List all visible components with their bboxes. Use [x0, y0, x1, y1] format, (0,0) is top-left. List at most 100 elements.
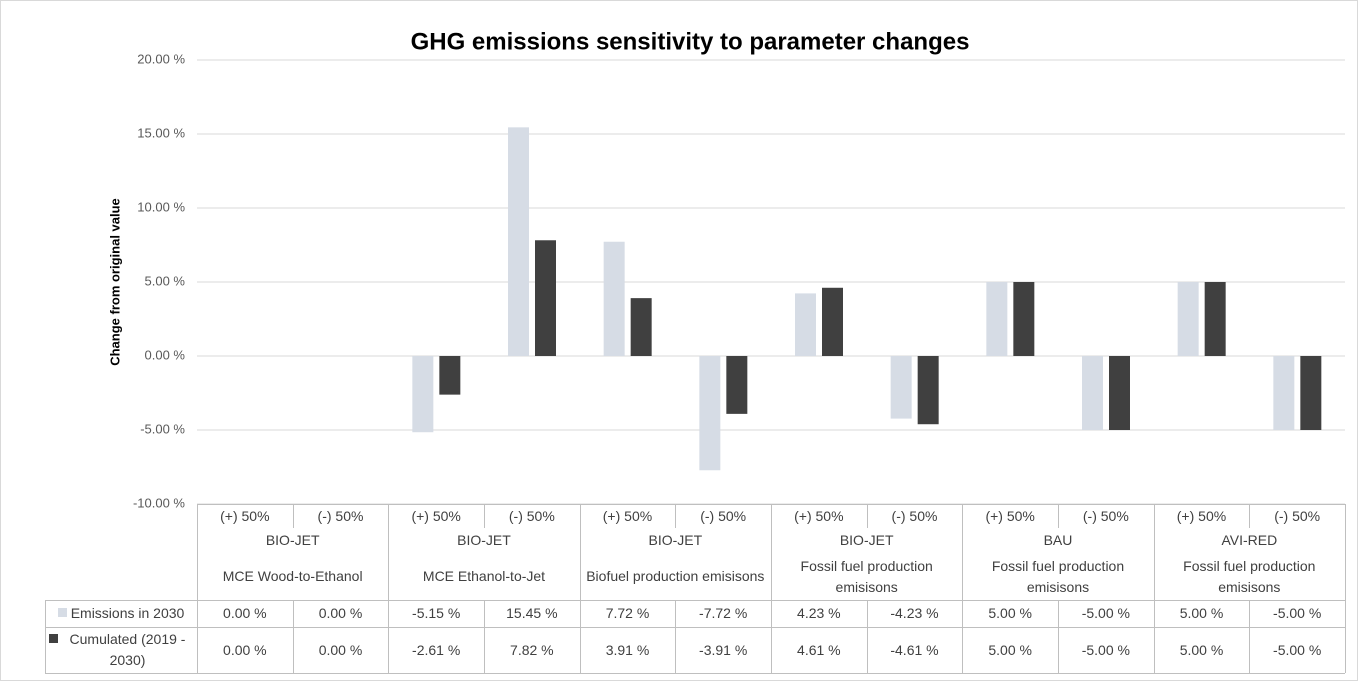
y-axis-label: Change from original value — [107, 198, 122, 366]
table-line — [771, 504, 772, 673]
data-label: 0.00 % — [223, 605, 267, 621]
data-label: 7.72 % — [605, 605, 650, 621]
table-line — [197, 504, 198, 673]
category-label: (-) 50% — [891, 507, 938, 524]
y-tick-label: 5.00 % — [145, 273, 186, 288]
table-line — [1058, 504, 1059, 528]
legend-entry: Cumulated (2019 - 2030) — [45, 627, 197, 673]
category-label: (+) 50% — [220, 507, 270, 524]
data-label: 15.45 % — [506, 605, 558, 621]
group-label: BAU — [1043, 532, 1073, 548]
table-line — [484, 600, 485, 673]
group-sublabel: Biofuel production emisisons — [586, 568, 765, 584]
data-label: 5.00 % — [1179, 605, 1224, 621]
bar — [1204, 282, 1226, 356]
category-label: (+) 50% — [1176, 507, 1227, 524]
table-line — [962, 504, 964, 673]
bar — [1109, 356, 1130, 430]
table-line — [1249, 504, 1251, 528]
data-label: 5.00 % — [1179, 641, 1224, 658]
table-line — [45, 627, 1345, 628]
group-sublabel: MCE Ethanol-to-Jet — [422, 568, 546, 584]
table-line — [866, 600, 868, 673]
data-label: -5.00 % — [1273, 641, 1322, 658]
table-line — [388, 504, 390, 673]
table-line — [866, 504, 868, 528]
group-label: AVI-RED — [1221, 532, 1278, 548]
category-label: (+) 50% — [411, 507, 461, 524]
y-tick-label: 10.00 % — [137, 199, 185, 214]
group-label: BIO-JET — [648, 532, 703, 548]
table-line — [579, 504, 581, 673]
bar — [1082, 356, 1103, 430]
group-sublabel: Fossil fuel production emisisons — [800, 557, 933, 595]
table-line — [1345, 504, 1346, 673]
bar — [822, 287, 843, 356]
category-label: (+) 50% — [602, 507, 653, 524]
bar — [1300, 356, 1322, 430]
category-label: (-) 50% — [508, 507, 555, 524]
data-label: 5.00 % — [988, 641, 1032, 658]
table-line — [1249, 600, 1251, 673]
bar — [917, 356, 939, 425]
data-label: -4.23 % — [890, 605, 939, 621]
legend-text: Cumulated (2019 - 2030) — [69, 631, 186, 668]
data-label: 4.61 % — [797, 641, 841, 658]
table-line — [675, 504, 677, 528]
table-line — [45, 673, 1345, 674]
category-label: (-) 50% — [700, 507, 747, 524]
legend-entry: Emissions in 2030 — [45, 600, 197, 627]
category-label: (-) 50% — [317, 507, 364, 524]
y-tick-label: 0.00 % — [145, 347, 186, 362]
data-label: 3.91 % — [605, 641, 650, 658]
bar — [795, 293, 816, 356]
category-label: (-) 50% — [1082, 507, 1129, 524]
table-line — [1058, 600, 1059, 673]
data-label: 0.00 % — [318, 605, 363, 621]
table-line — [1153, 504, 1155, 673]
group-label: BIO-JET — [457, 532, 511, 548]
bar — [1013, 282, 1035, 356]
data-label: -7.72 % — [699, 605, 748, 621]
group-sublabel: Fossil fuel production emisisons — [1183, 557, 1316, 595]
legend-key — [57, 608, 67, 617]
bar — [412, 356, 434, 433]
bar — [630, 298, 652, 356]
y-tick-label: 15.00 % — [137, 125, 185, 140]
table-line — [292, 600, 294, 673]
y-tick-label: 20.00 % — [137, 51, 185, 66]
y-tick-label: -5.00 % — [140, 421, 185, 436]
category-label: (+) 50% — [794, 507, 844, 524]
data-label: 4.23 % — [797, 605, 841, 621]
chart-title: GHG emissions sensitivity to parameter c… — [411, 28, 970, 55]
legend-key — [49, 634, 58, 643]
data-label: -3.91 % — [699, 641, 748, 658]
data-label: -2.61 % — [412, 641, 461, 658]
data-label: 0.00 % — [223, 641, 267, 658]
bar — [603, 241, 625, 356]
data-label: -5.00 % — [1273, 605, 1322, 621]
table-line — [45, 600, 46, 673]
category-label: (+) 50% — [985, 507, 1035, 524]
bar — [1177, 282, 1199, 356]
bar — [439, 356, 461, 395]
bar — [699, 356, 721, 471]
data-label: 7.82 % — [510, 641, 554, 658]
data-label: -5.00 % — [1081, 641, 1130, 658]
bar — [986, 282, 1008, 356]
table-line — [45, 600, 1345, 601]
data-label: -5.00 % — [1081, 605, 1130, 621]
group-sublabel: Fossil fuel production emisisons — [991, 557, 1125, 595]
data-label: 0.00 % — [318, 641, 363, 658]
bar — [890, 356, 912, 419]
data-label: 5.00 % — [988, 605, 1032, 621]
data-label: -5.15 % — [412, 605, 461, 621]
table-line — [675, 600, 677, 673]
bar — [726, 356, 748, 414]
bar — [508, 127, 529, 356]
bar — [1273, 356, 1295, 430]
category-label: (-) 50% — [1274, 507, 1321, 524]
